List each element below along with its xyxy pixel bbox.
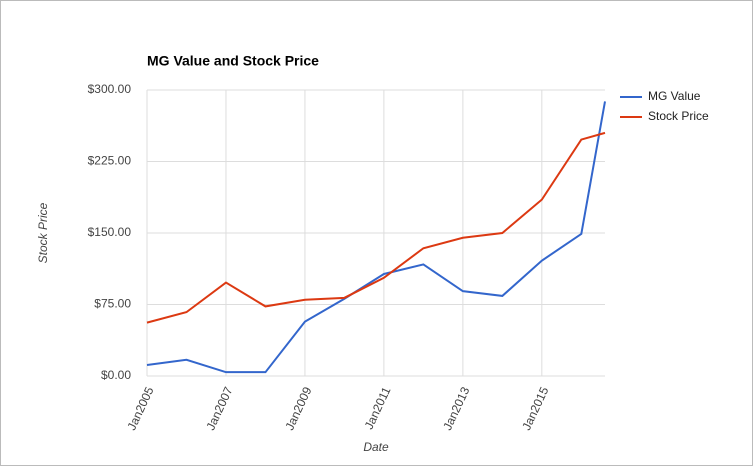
y-tick-label: $150.00 bbox=[88, 225, 132, 239]
legend-label: MG Value bbox=[648, 89, 701, 103]
legend-label: Stock Price bbox=[648, 109, 709, 123]
line bbox=[146, 131, 606, 324]
y-axis-title: Stock Price bbox=[36, 202, 50, 263]
y-tick-label: $300.00 bbox=[88, 82, 132, 96]
y-tick-label: $225.00 bbox=[88, 154, 132, 168]
chart-title: MG Value and Stock Price bbox=[147, 53, 319, 69]
x-axis-title: Date bbox=[363, 440, 389, 454]
line bbox=[146, 101, 606, 374]
y-tick-label: $0.00 bbox=[101, 368, 131, 382]
y-tick-label: $75.00 bbox=[94, 297, 131, 311]
